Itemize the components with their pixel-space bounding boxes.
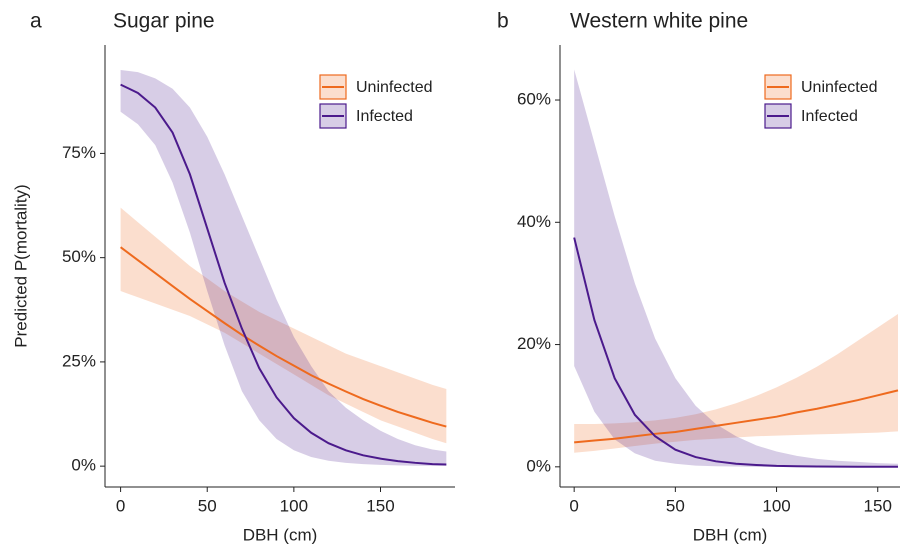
line [574,389,899,444]
x-axis-title: DBH (cm) [243,525,318,544]
y-tick-label: 0% [71,456,96,475]
y-axis-title: Predicted P(mortality) [11,184,30,347]
x-tick-label: 150 [366,496,394,515]
confidence-band [120,70,447,466]
confidence-band [574,69,898,467]
x-tick-label: 0 [569,496,578,515]
panel-label: a [30,10,42,33]
legend-label: Uninfected [801,79,878,96]
y-tick-label: 50% [62,247,96,266]
panel-title: Western white pine [570,10,748,33]
legend-label: Infected [356,108,413,125]
line [573,237,898,468]
legend-label: Infected [801,108,858,125]
line [120,83,447,466]
panel-label: b [497,10,509,33]
y-tick-label: 0% [526,456,551,475]
legend-label: Uninfected [356,79,433,96]
y-tick-label: 40% [517,212,551,231]
y-tick-label: 25% [62,351,96,370]
x-tick-label: 50 [198,496,217,515]
x-tick-label: 50 [666,496,685,515]
panel-title: Sugar pine [113,10,215,33]
confidence-band [120,207,447,444]
x-tick-label: 100 [280,496,308,515]
x-tick-label: 100 [762,496,790,515]
y-tick-label: 75% [62,143,96,162]
line [119,246,447,428]
x-tick-label: 150 [864,496,892,515]
y-tick-label: 60% [517,90,551,109]
x-axis-title: DBH (cm) [693,525,768,544]
x-tick-label: 0 [116,496,125,515]
confidence-band [574,313,898,453]
y-tick-label: 20% [517,334,551,353]
